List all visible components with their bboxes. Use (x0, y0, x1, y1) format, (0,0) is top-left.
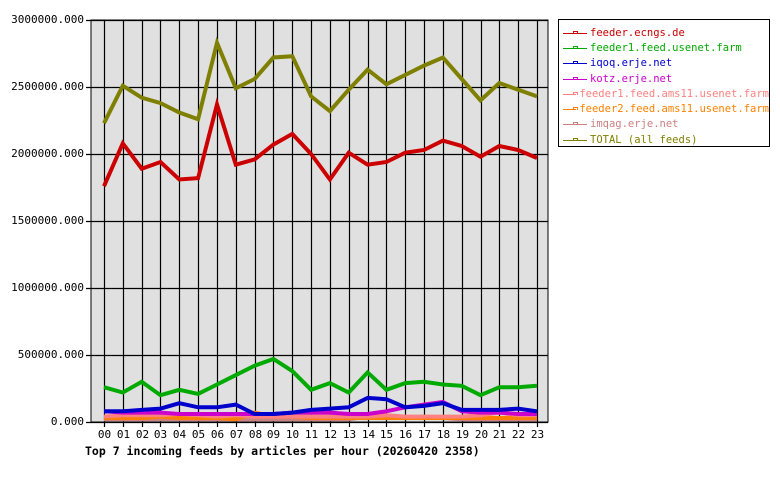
x-tick-label: 03 (153, 428, 168, 441)
y-tick-label: 2500000.000 (11, 79, 84, 93)
y-tick-label: 1500000.000 (11, 213, 84, 227)
legend-item-iqoq: iqoq.erje.net (559, 56, 769, 71)
legend-line-icon (563, 135, 587, 145)
series-line (102, 36, 538, 125)
x-tick-label: 17 (417, 428, 432, 441)
legend-item-feeder1-ams11: feeder1.feed.ams11.usenet.farm (559, 86, 769, 101)
x-tick-label: 08 (248, 428, 263, 441)
x-tick-label: 22 (511, 428, 526, 441)
x-tick-label: 15 (379, 428, 394, 441)
y-tick-label: 3000000.000 (11, 12, 84, 26)
x-tick-label: 04 (172, 428, 187, 441)
x-tick-label: 21 (492, 428, 507, 441)
legend-line-icon (563, 28, 587, 38)
legend-item-imqag: imqag.erje.net (559, 117, 769, 132)
chart-caption: Top 7 incoming feeds by articles per hou… (85, 444, 480, 458)
legend-item-total: TOTAL (all feeds) (559, 132, 769, 147)
y-tick-label: 1000000.000 (11, 280, 84, 294)
legend-item-kotz: kotz.erje.net (559, 71, 769, 86)
x-tick-label: 09 (266, 428, 281, 441)
series-lines (102, 36, 538, 422)
x-tick-label: 23 (530, 428, 545, 441)
x-tick-label: 07 (229, 428, 244, 441)
x-tick-label: 16 (398, 428, 413, 441)
x-tick-label: 20 (474, 428, 489, 441)
x-tick-label: 11 (304, 428, 319, 441)
legend-item-feeder-ecngs: feeder.ecngs.de (559, 25, 769, 40)
legend-line-icon (563, 74, 587, 84)
legend-line-icon (563, 58, 587, 68)
legend-line-icon (563, 104, 579, 114)
x-tick-label: 00 (97, 428, 112, 441)
legend-item-feeder1-usenet-farm: feeder1.feed.usenet.farm (559, 40, 769, 55)
y-tick-label: 2000000.000 (11, 146, 84, 160)
x-tick-label: 14 (361, 428, 376, 441)
legend-item-feeder2-ams11: feeder2.feed.ams11.usenet.farm (559, 101, 769, 116)
x-tick-label: 01 (116, 428, 131, 441)
series-line (103, 356, 538, 398)
x-tick-label: 05 (191, 428, 206, 441)
legend-line-icon (563, 43, 587, 53)
x-tick-label: 19 (455, 428, 470, 441)
x-tick-label: 18 (436, 428, 451, 441)
legend: feeder.ecngs.de feeder1.feed.usenet.farm… (558, 19, 770, 147)
legend-line-icon (563, 119, 587, 129)
x-tick-label: 12 (323, 428, 338, 441)
x-tick-label: 06 (210, 428, 225, 441)
series-line (104, 395, 538, 416)
y-tick-label: 500000.000 (17, 347, 84, 361)
x-tick-label: 10 (285, 428, 300, 441)
x-tick-label: 13 (342, 428, 357, 441)
y-tick-label: 0.000 (50, 414, 84, 428)
x-tick-label: 02 (135, 428, 150, 441)
series-line (102, 97, 538, 188)
legend-line-icon (563, 89, 579, 99)
